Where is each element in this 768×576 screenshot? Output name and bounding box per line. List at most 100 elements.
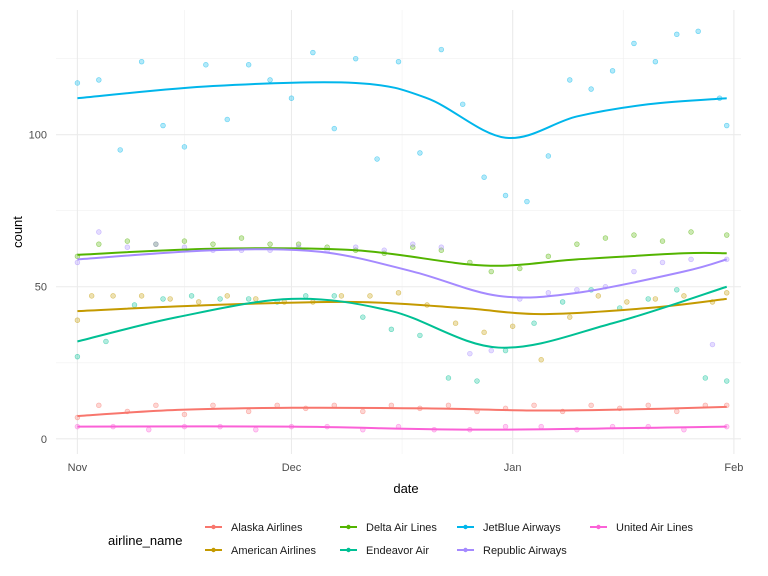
data-point [545,290,552,296]
data-point [695,28,701,34]
data-point [146,426,152,433]
data-point [267,241,273,247]
smooth-line [77,248,728,299]
legend-key-point [211,524,216,530]
data-point [181,411,188,418]
data-point [224,116,230,123]
data-point [238,235,245,241]
legend: airline_name Alaska Airlines American Air… [108,522,694,557]
data-point [688,229,694,235]
data-point [181,238,188,244]
data-point [181,144,188,150]
data-point [445,402,452,409]
data-point [724,378,730,384]
data-point [688,256,694,263]
legend-label: Alaska Airlines [231,522,303,534]
data-point [602,235,609,241]
data-point [652,58,659,65]
data-point [331,125,337,132]
x-tick-label: Nov [68,462,88,474]
data-point [659,259,666,266]
data-point [517,265,523,272]
legend-key-point [596,524,601,530]
data-point [245,296,252,302]
data-point [588,402,594,409]
data-points [74,28,730,433]
data-point [574,287,580,293]
grid [56,10,741,454]
data-point [352,244,359,250]
legend-label: JetBlue Airways [483,522,561,534]
smooth-line [77,425,727,431]
data-point [645,296,651,302]
data-point [224,293,230,299]
data-point [674,31,680,38]
data-point [674,287,680,293]
data-point [709,341,716,348]
data-point [210,241,216,247]
legend-key-point [211,547,216,553]
data-point [609,68,616,74]
data-point [360,408,366,415]
data-point [524,198,530,205]
data-point [253,296,259,302]
smooth-line [77,247,727,267]
x-tick-label: Jan [504,462,522,474]
data-point [253,426,259,433]
data-point [395,290,402,296]
data-point [574,241,580,247]
data-point [367,293,373,299]
data-point [502,192,509,199]
x-tick-label: Feb [724,462,743,474]
data-point [488,347,494,354]
data-point [210,402,216,409]
data-point [631,232,637,238]
data-point [559,299,566,305]
data-point [702,375,709,381]
data-point [460,101,466,107]
data-point [188,293,195,299]
data-point [303,293,309,299]
data-point [103,338,109,345]
data-point [724,232,730,238]
data-point [395,58,402,65]
data-point [410,244,416,250]
data-point [452,320,459,326]
data-point [445,375,452,381]
data-point [502,347,509,354]
data-point [631,268,637,275]
data-point [567,314,573,320]
data-point [724,122,730,129]
data-point [352,55,359,62]
data-point [138,293,145,299]
legend-key-point [346,547,351,553]
data-point [545,153,552,159]
data-point [331,293,337,299]
data-point [110,293,116,299]
smooth-lines [77,81,728,431]
data-point [531,320,537,326]
data-point [153,402,159,409]
data-point [417,332,423,339]
x-axis-title: date [393,481,418,496]
x-tick-label: Dec [282,462,302,474]
data-point [295,241,302,247]
data-point [131,302,138,308]
data-point [438,247,445,253]
legend-label: American Airlines [231,545,316,557]
data-point [502,423,509,430]
data-point [652,296,659,302]
data-point [96,229,102,235]
smooth-line [77,81,727,139]
data-point [410,241,416,247]
data-point [96,241,102,247]
data-point [438,46,445,53]
data-point [124,244,131,250]
data-point [360,314,366,320]
data-point [74,317,81,323]
data-point [74,259,81,266]
data-point [645,402,651,409]
data-point [724,290,730,296]
data-point [267,77,273,83]
